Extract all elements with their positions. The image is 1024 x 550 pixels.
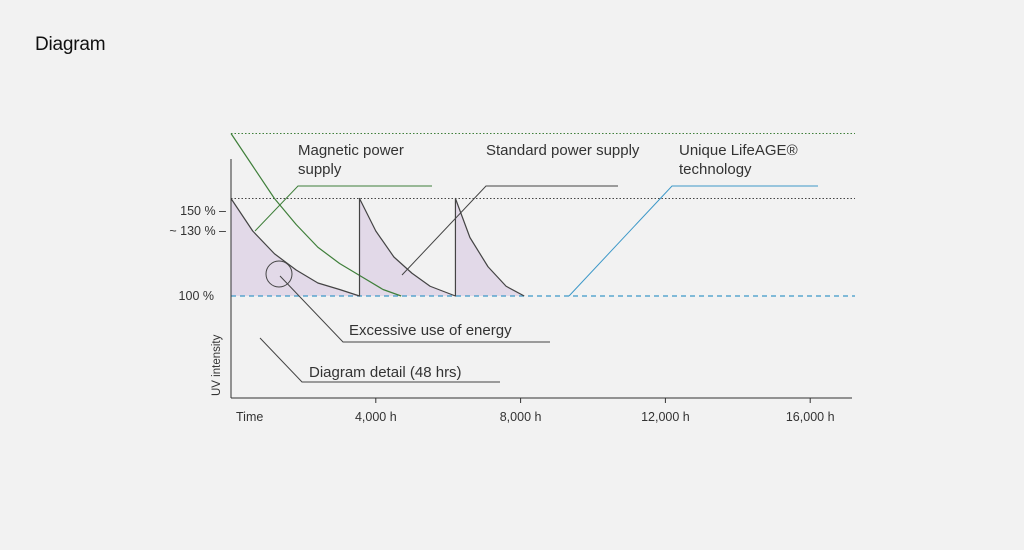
excess-energy-area [359,198,456,296]
y-tick-150: 150 % – [180,204,226,218]
excess-energy-area [231,198,360,296]
magnetic-label-line-2: supply [298,161,342,178]
x-tick-labels: 4,000 h 8,000 h 12,000 h 16,000 h [355,398,835,424]
lifeage-label-line-2: technology [679,161,752,178]
magnetic-label-line-1: Magnetic power [298,142,404,159]
y-tick-130: ~ 130 % – [169,224,226,238]
excess-callout-line [279,275,550,343]
excess-energy-area [455,198,525,296]
excess-energy-label: Excessive use of energy [349,322,512,339]
series-line-1 [230,197,525,297]
diagram-detail-label: Diagram detail (48 hrs) [309,364,462,381]
lifeage-callout-line [568,185,818,297]
x-tick-label: 8,000 h [500,410,542,424]
page-title: Diagram [35,34,106,55]
x-tick-label: 4,000 h [355,410,397,424]
magnetic-callout-line [254,185,432,232]
lifeage-label-line-1: Unique LifeAGE® [679,142,798,159]
standard-label: Standard power supply [486,142,640,159]
x-axis-label: Time [236,410,263,424]
reference-lines [231,133,855,297]
series-line-0 [230,133,402,297]
x-tick-label: 16,000 h [786,410,835,424]
y-tick-100: 100 % [179,289,214,303]
series-lines [230,133,525,297]
x-tick-label: 12,000 h [641,410,690,424]
detail-circle [265,260,293,288]
standard-callout-line [401,185,618,276]
excess-energy-fill-layer [231,198,525,296]
detail-callout-line [259,337,500,383]
y-axis-label: UV intensity [211,334,223,396]
